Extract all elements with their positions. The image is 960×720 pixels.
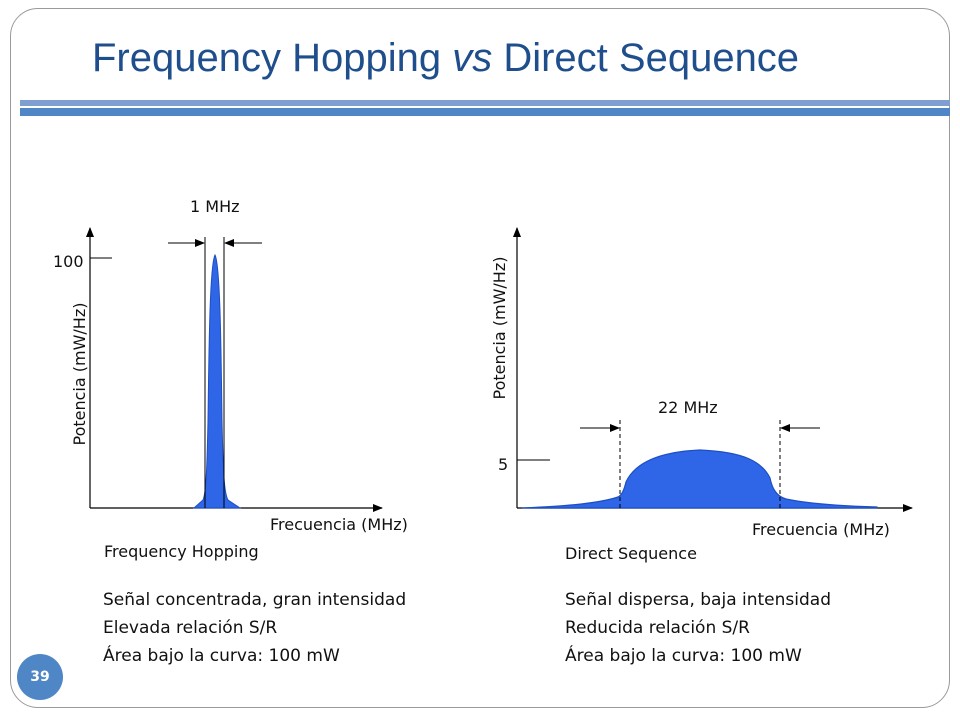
- left-note: Área bajo la curva: 100 mW: [103, 646, 340, 666]
- right-bandwidth-label: 22 MHz: [658, 398, 718, 417]
- left-y-tick-label: 100: [53, 252, 84, 271]
- right-caption: Direct Sequence: [565, 544, 697, 563]
- right-note: Reducida relación S/R: [565, 618, 750, 638]
- left-caption: Frequency Hopping: [104, 542, 259, 561]
- right-note: Señal dispersa, baja intensidad: [565, 590, 831, 610]
- right-notes: Señal dispersa, baja intensidad Reducida…: [565, 586, 831, 670]
- title-rule-dark: [20, 108, 950, 116]
- left-note: Señal concentrada, gran intensidad: [103, 590, 407, 610]
- slide-frame: [10, 8, 950, 708]
- left-note: Elevada relación S/R: [103, 618, 278, 638]
- left-notes: Señal concentrada, gran intensidad Eleva…: [103, 586, 406, 670]
- right-y-axis-label: Potencia (mW/Hz): [490, 256, 509, 400]
- title-rule-light: [20, 100, 950, 106]
- left-bandwidth-label: 1 MHz: [190, 197, 240, 216]
- slide-number: 39: [30, 669, 50, 685]
- slide-number-badge: 39: [17, 654, 63, 700]
- left-y-axis-label: Potencia (mW/Hz): [70, 302, 89, 446]
- right-y-tick-label: 5: [498, 455, 509, 474]
- right-signal-spread: [521, 449, 878, 509]
- slide-title: Frequency Hopping vs Direct Sequence: [92, 36, 800, 80]
- left-chart: [86, 227, 383, 512]
- left-signal-peak: [192, 253, 242, 509]
- right-x-axis-label: Frecuencia (MHz): [752, 520, 890, 539]
- right-chart: [513, 227, 913, 512]
- right-note: Área bajo la curva: 100 mW: [565, 646, 802, 666]
- left-x-axis-label: Frecuencia (MHz): [270, 515, 408, 534]
